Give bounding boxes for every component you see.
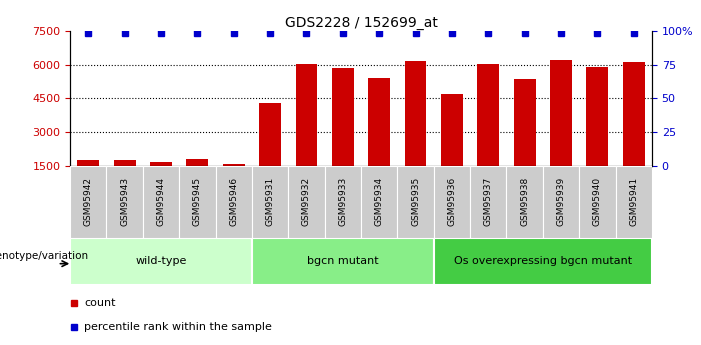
Text: GSM95934: GSM95934 [375,177,383,226]
Bar [434,238,652,285]
Bar [506,166,543,238]
Bar [186,159,208,199]
Bar [615,166,652,238]
Bar [470,166,506,238]
Text: GSM95931: GSM95931 [266,177,275,226]
Text: GSM95946: GSM95946 [229,177,238,226]
Text: wild-type: wild-type [135,256,186,266]
Bar [550,60,572,199]
Bar [368,78,390,199]
Bar [252,166,288,238]
Text: GSM95944: GSM95944 [156,177,165,226]
Text: GSM95932: GSM95932 [302,177,311,226]
Bar [477,63,499,199]
Bar [150,161,172,199]
Text: GSM95938: GSM95938 [520,177,529,226]
Bar [288,166,325,238]
Text: GSM95941: GSM95941 [629,177,638,226]
Bar [587,67,608,199]
Bar [179,166,216,238]
Bar [579,166,615,238]
Bar [397,166,434,238]
Bar [216,166,252,238]
Text: GSM95937: GSM95937 [484,177,493,226]
Bar [107,166,143,238]
Text: GSM95933: GSM95933 [339,177,347,226]
Text: bgcn mutant: bgcn mutant [307,256,379,266]
Bar [434,166,470,238]
Text: GSM95942: GSM95942 [84,177,93,226]
Bar [223,164,245,199]
Bar [252,238,434,285]
Bar [114,160,135,199]
Text: GSM95936: GSM95936 [447,177,456,226]
Title: GDS2228 / 152699_at: GDS2228 / 152699_at [285,16,437,30]
Text: Os overexpressing bgcn mutant: Os overexpressing bgcn mutant [454,256,632,266]
Bar [259,103,281,199]
Bar [70,166,107,238]
Text: GSM95939: GSM95939 [557,177,566,226]
Text: percentile rank within the sample: percentile rank within the sample [84,322,272,332]
Bar [361,166,397,238]
Bar [77,160,100,199]
Bar [404,61,426,199]
Bar [70,238,252,285]
Text: count: count [84,298,116,308]
Bar [543,166,579,238]
Bar [296,63,318,199]
Text: GSM95943: GSM95943 [120,177,129,226]
Text: GSM95940: GSM95940 [593,177,602,226]
Text: GSM95935: GSM95935 [411,177,420,226]
Bar [441,94,463,199]
Bar [325,166,361,238]
Bar [622,62,645,199]
Bar [514,79,536,199]
Bar [332,68,354,199]
Text: genotype/variation: genotype/variation [0,251,88,261]
Bar [143,166,179,238]
Text: GSM95945: GSM95945 [193,177,202,226]
